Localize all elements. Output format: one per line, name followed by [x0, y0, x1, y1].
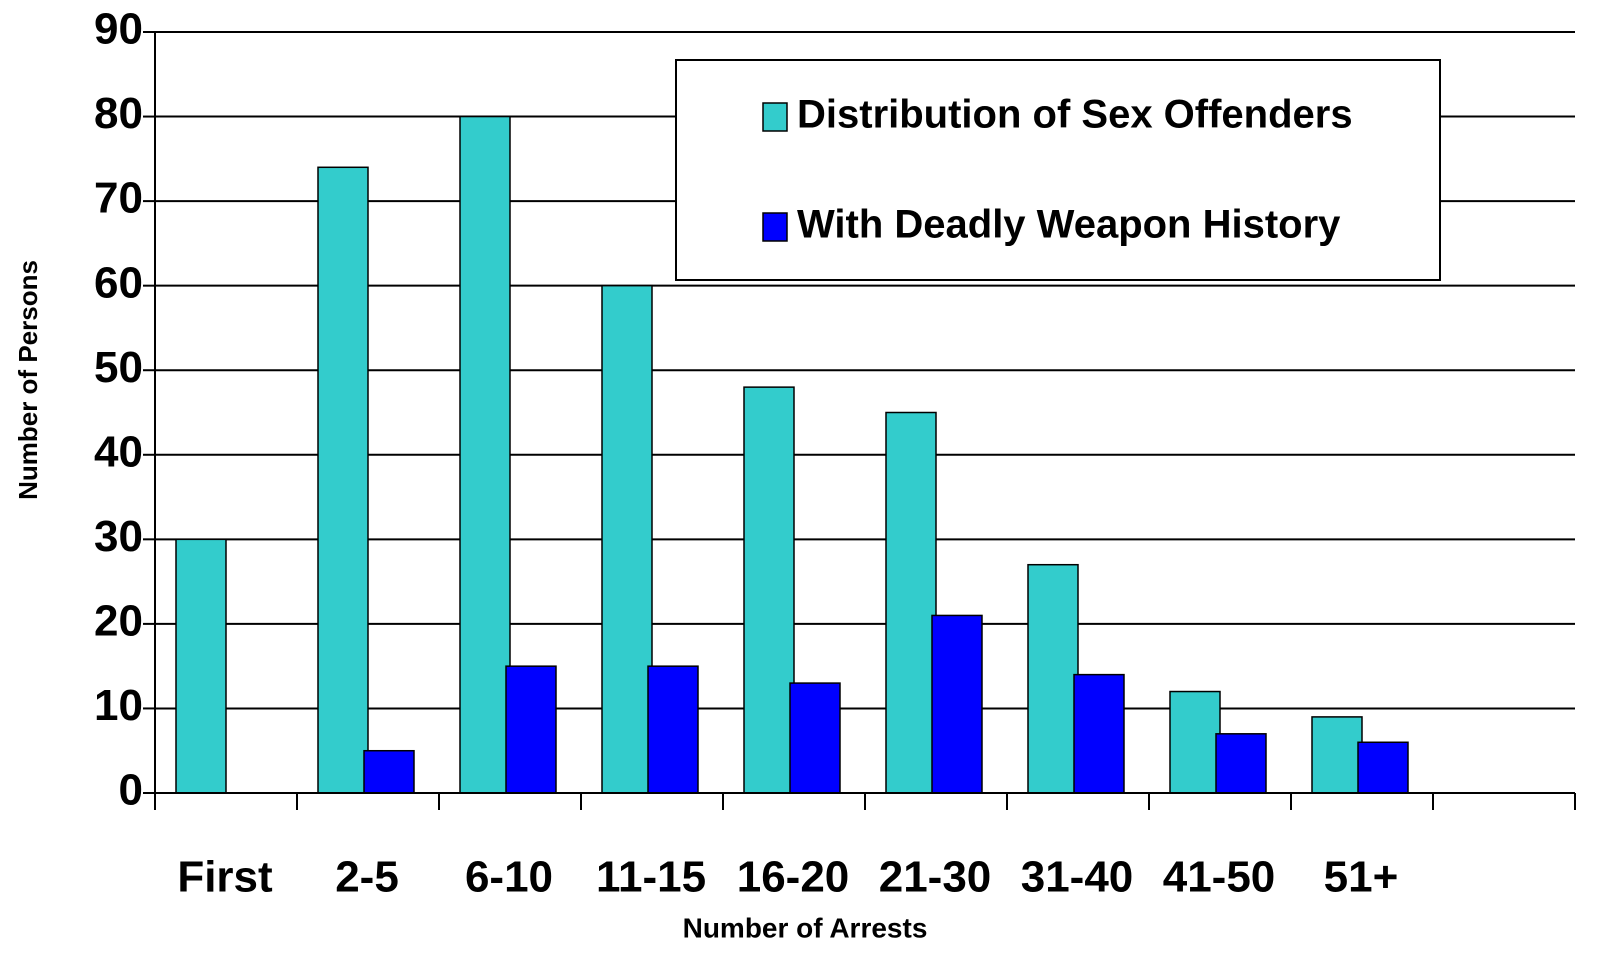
legend-label: Distribution of Sex Offenders — [797, 93, 1353, 137]
y-tick-label: 50 — [94, 343, 143, 392]
y-axis-title: Number of Persons — [13, 260, 43, 500]
bar — [1357, 741, 1409, 794]
legend-swatch — [762, 212, 788, 242]
x-tick-label: 21-30 — [879, 853, 992, 902]
bar — [743, 386, 795, 794]
y-tick-label: 40 — [94, 427, 143, 476]
bar — [931, 614, 983, 794]
bar — [885, 411, 937, 794]
x-axis-title: Number of Arrests — [683, 912, 928, 943]
y-tick-label: 0 — [119, 766, 143, 815]
y-tick-label: 20 — [94, 597, 143, 646]
x-tick-label: 11-15 — [596, 853, 706, 902]
y-tick-label: 70 — [94, 174, 143, 223]
bar — [601, 284, 653, 794]
x-tick-label: 51+ — [1324, 853, 1399, 902]
bar — [505, 665, 557, 794]
bar — [1073, 673, 1125, 794]
x-tick-label: 41-50 — [1163, 853, 1276, 902]
x-tick-label: 31-40 — [1021, 853, 1134, 902]
y-tick-label: 60 — [94, 258, 143, 307]
y-tick-label: 90 — [94, 5, 143, 54]
x-tick-label: 16-20 — [737, 853, 850, 902]
bar — [175, 538, 227, 794]
y-tick-label: 30 — [94, 512, 143, 561]
x-tick-label: First — [177, 853, 273, 902]
bar — [647, 665, 699, 794]
legend-label: With Deadly Weapon History — [797, 203, 1341, 247]
legend-swatch — [762, 102, 788, 132]
y-tick-label: 10 — [94, 681, 143, 730]
bar — [1311, 716, 1363, 794]
bar — [459, 115, 511, 794]
x-tick-label: 6-10 — [465, 853, 553, 902]
bar — [1215, 733, 1267, 794]
legend-box — [675, 59, 1441, 281]
bar — [1027, 563, 1079, 794]
bar — [317, 166, 369, 794]
bar — [1169, 690, 1221, 794]
bar — [789, 682, 841, 794]
x-tick-label: 2-5 — [335, 853, 399, 902]
y-tick-label: 80 — [94, 89, 143, 138]
bar — [363, 749, 415, 794]
